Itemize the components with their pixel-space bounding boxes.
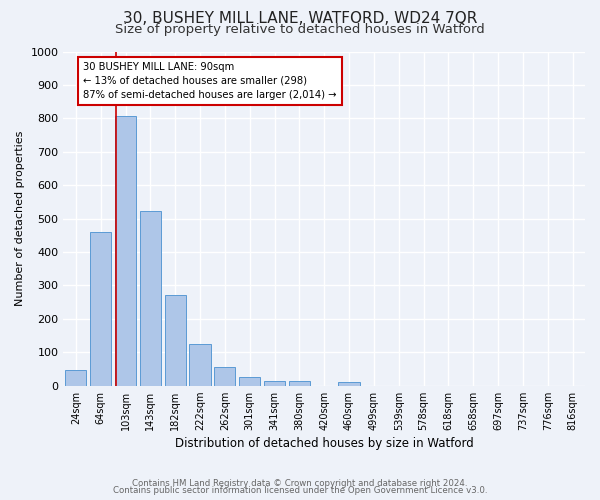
Bar (239, 377, 260, 386)
Text: Size of property relative to detached houses in Watford: Size of property relative to detached ho… (115, 22, 485, 36)
Bar (164, 295, 186, 386)
Bar (338, 382, 359, 386)
X-axis label: Distribution of detached houses by size in Watford: Distribution of detached houses by size … (175, 437, 473, 450)
Bar (264, 380, 285, 386)
Bar (214, 366, 235, 386)
Bar (190, 344, 211, 386)
Text: Contains HM Land Registry data © Crown copyright and database right 2024.: Contains HM Land Registry data © Crown c… (132, 478, 468, 488)
Y-axis label: Number of detached properties: Number of detached properties (15, 131, 25, 306)
Bar (140, 210, 161, 386)
Bar (115, 116, 136, 386)
Text: 30, BUSHEY MILL LANE, WATFORD, WD24 7QR: 30, BUSHEY MILL LANE, WATFORD, WD24 7QR (123, 11, 477, 26)
Bar (289, 380, 310, 386)
Bar (65, 370, 86, 386)
Text: 30 BUSHEY MILL LANE: 90sqm
← 13% of detached houses are smaller (298)
87% of sem: 30 BUSHEY MILL LANE: 90sqm ← 13% of deta… (83, 62, 337, 100)
Text: Contains public sector information licensed under the Open Government Licence v3: Contains public sector information licen… (113, 486, 487, 495)
Bar (90, 232, 111, 386)
